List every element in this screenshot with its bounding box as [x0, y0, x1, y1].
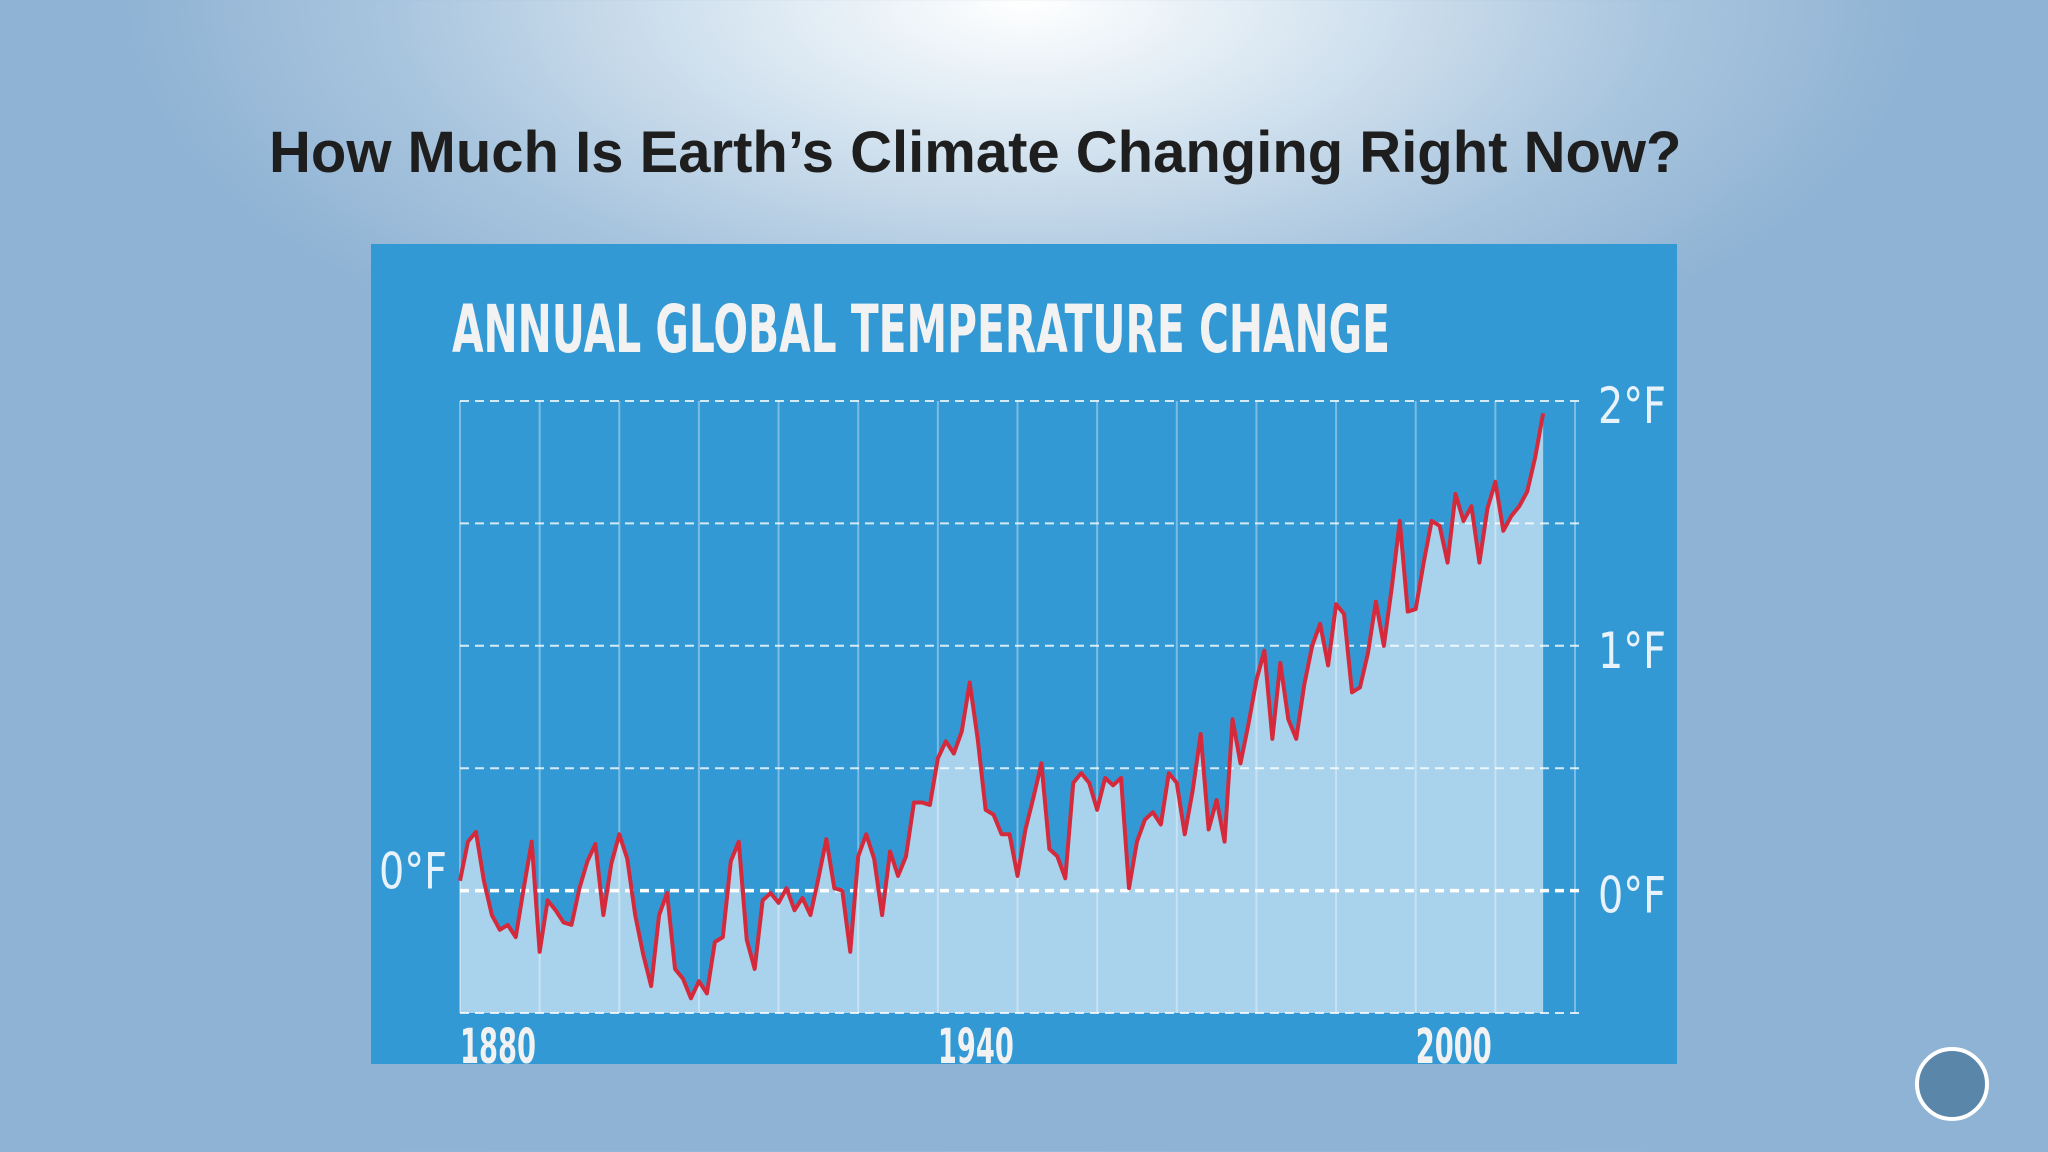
y-tick-label: 1°F [1598, 622, 1666, 680]
chart-title: ANNUAL GLOBAL TEMPERATURE CHANGE [452, 291, 1390, 368]
x-tick-label: 1880 [460, 1019, 536, 1075]
nav-button[interactable] [1915, 1047, 1989, 1121]
y-tick-label-left: 0°F [379, 843, 447, 901]
chart: ANNUAL GLOBAL TEMPERATURE CHANGE 0°F 0°F 1°… [371, 244, 1677, 1075]
line [458, 412, 1546, 1001]
y-tick-label: 0°F [1598, 867, 1666, 925]
x-tick-label: 2000 [1416, 1019, 1492, 1075]
y-tick-label: 2°F [1598, 377, 1666, 435]
x-tick-label: 1940 [938, 1019, 1014, 1075]
slide-title: How Much Is Earth’s Climate Changing Rig… [269, 120, 1681, 185]
